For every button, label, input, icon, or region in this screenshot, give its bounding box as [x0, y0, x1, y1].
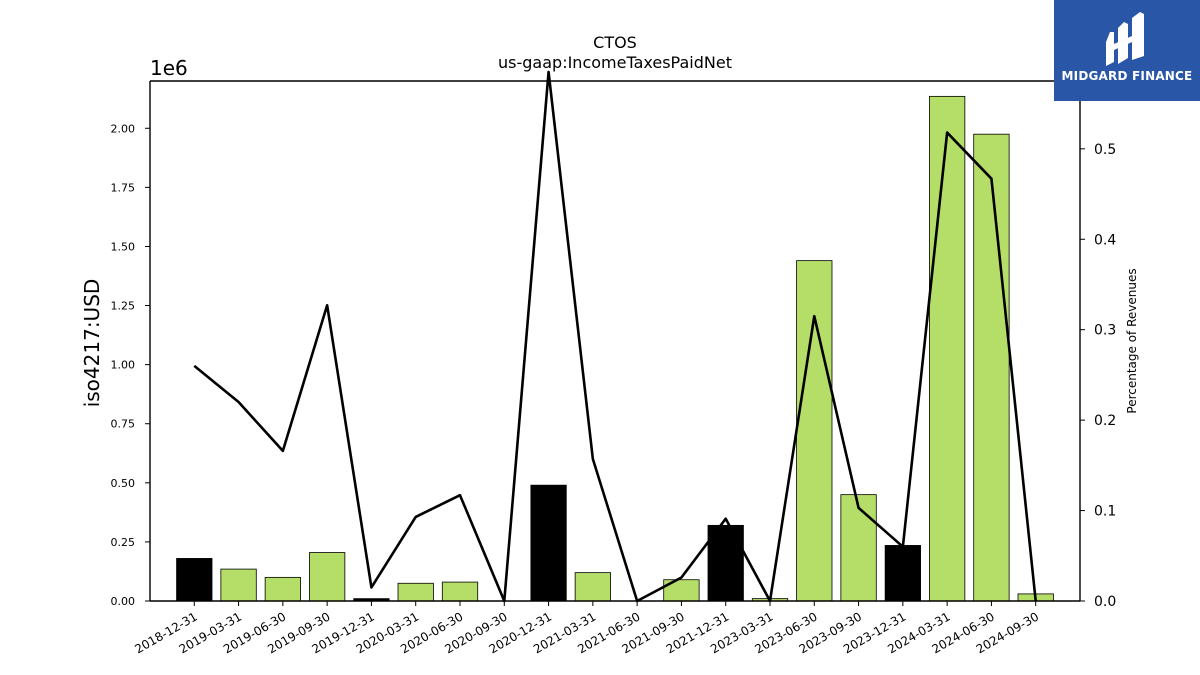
bar: [176, 558, 213, 602]
y2-tick-label: 0.1: [1094, 504, 1116, 520]
y2-tick-label: 0.0: [1094, 594, 1116, 610]
y2-tick-label: 0.5: [1094, 142, 1116, 158]
bar: [574, 572, 611, 602]
bar: [796, 260, 833, 602]
y-tick-label: 2.00: [111, 122, 136, 135]
chart-title: CTOS: [593, 33, 637, 52]
bar: [309, 552, 346, 602]
y-tick-label: 0.50: [111, 477, 136, 490]
y-tick-label: 1.75: [111, 181, 136, 194]
y-tick-label: 1.00: [111, 359, 136, 372]
bar: [220, 568, 257, 602]
line-group: [193, 70, 1038, 603]
bar: [929, 95, 966, 602]
y2-axis-label: Percentage of Revenues: [1125, 268, 1139, 413]
y2-tick-label: 0.4: [1094, 232, 1116, 248]
logo-text: MIDGARD FINANCE: [1061, 69, 1193, 83]
bar: [441, 581, 479, 602]
y-tick-label: 0.25: [111, 536, 136, 549]
bar: [840, 494, 877, 602]
y-tick-label: 1.25: [111, 300, 136, 313]
brand-logo: MIDGARD FINANCE: [1054, 0, 1200, 101]
y-tick-label: 0.00: [111, 595, 136, 608]
bar-group: [176, 95, 1054, 602]
series-line: [193, 70, 1038, 603]
y-offset-label: 1e6: [150, 56, 188, 80]
bar: [264, 576, 301, 602]
logo-mark-icon: [1106, 12, 1144, 66]
y2-tick-label: 0.2: [1094, 413, 1116, 429]
y2-tick-label: 0.3: [1094, 323, 1116, 339]
bar: [973, 133, 1010, 602]
y-tick-label: 0.75: [111, 418, 136, 431]
axes: 0.00 0.25 0.50 0.75 1.00 1.25 1.50 1.75 2.00 0.0 0…: [111, 80, 1116, 656]
y-axis-label: iso4217:USD: [80, 279, 104, 408]
bar: [530, 484, 567, 602]
y-tick-label: 1.50: [111, 240, 136, 253]
bar: [884, 545, 921, 602]
bar: [397, 582, 434, 602]
chart-subtitle: us-gaap:IncomeTaxesPaidNet: [498, 53, 732, 72]
